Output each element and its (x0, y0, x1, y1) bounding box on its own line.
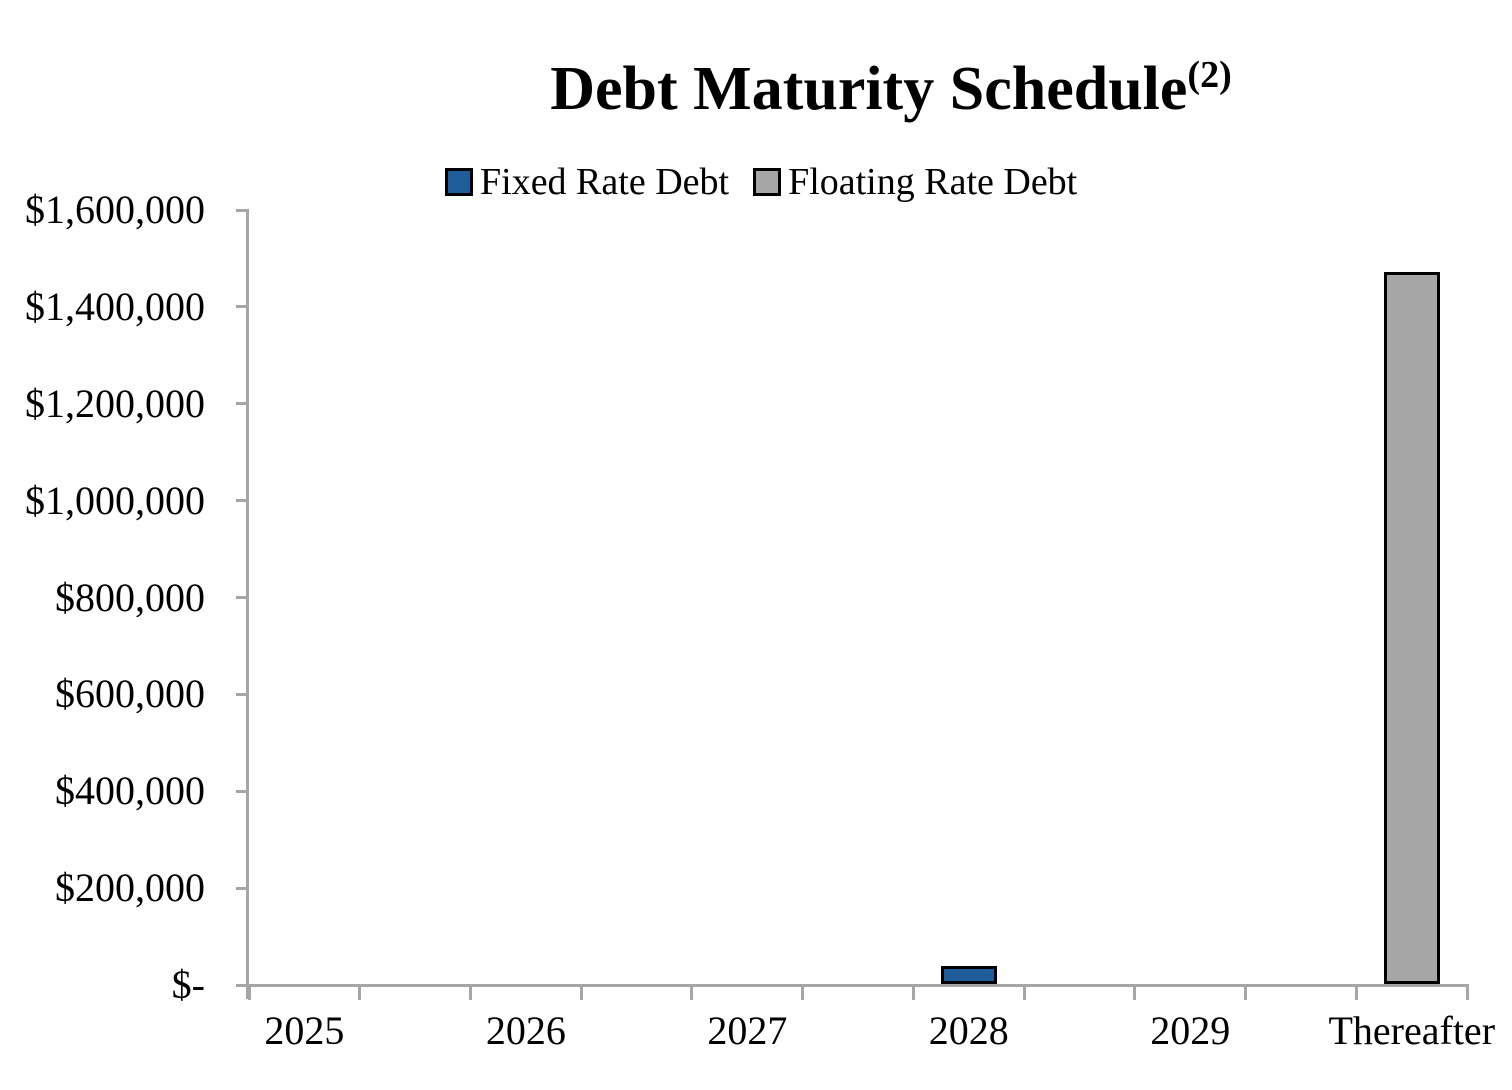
chart-title: Debt Maturity Schedule(2) (271, 42, 1511, 122)
y-axis-tick (236, 305, 249, 309)
y-axis-label: $200,000 (55, 865, 205, 911)
x-axis-tick (1244, 986, 1248, 1000)
x-axis-tick (690, 986, 694, 1000)
chart-title-footnote-marker: (2) (1187, 54, 1232, 96)
y-axis-label: $1,600,000 (25, 187, 205, 232)
y-axis-label: $1,400,000 (25, 283, 205, 329)
x-axis-line (236, 983, 1469, 987)
y-axis-label: $1,000,000 (25, 477, 205, 523)
y-axis-line (246, 210, 249, 999)
y-axis-label: $800,000 (55, 574, 205, 620)
y-axis-label: $- (171, 962, 205, 1007)
x-axis-tick (1354, 986, 1358, 1000)
x-axis-tick (358, 986, 362, 1000)
legend-label-fixed-rate-debt: Fixed Rate Debt (480, 161, 730, 203)
x-axis-tick (579, 986, 583, 1000)
floating-rate-debt-swatch-icon (753, 168, 782, 196)
y-axis-tick (236, 596, 249, 599)
bar-fixed-rate-debt-2028 (940, 966, 997, 984)
x-axis-tick (1465, 986, 1469, 1000)
fixed-rate-debt-swatch-icon (445, 168, 473, 196)
chart-title-text: Debt Maturity Schedule (550, 55, 1188, 123)
x-axis-label-2028: 2028 (928, 1008, 1009, 1053)
x-axis-label-2027: 2027 (707, 1008, 788, 1053)
y-axis-tick (236, 499, 249, 503)
bar-floating-rate-debt-thereafter (1383, 272, 1440, 984)
y-axis-label: $400,000 (55, 768, 205, 814)
legend-item-fixed-rate-debt: Fixed Rate Debt (445, 161, 730, 203)
y-axis-tick (236, 886, 249, 890)
legend-label-floating-rate-debt: Floating Rate Debt (788, 161, 1078, 203)
y-axis-tick (236, 983, 249, 987)
x-axis-tick (247, 986, 251, 1000)
x-axis-tick (911, 986, 915, 1000)
y-axis-tick (236, 789, 249, 793)
y-axis-label: $1,200,000 (25, 380, 205, 426)
y-axis-tick (236, 692, 249, 696)
y-axis-tick (236, 402, 249, 406)
x-axis-tick (468, 986, 472, 1000)
x-axis-label-2025: 2025 (264, 1008, 345, 1053)
x-axis-tick (1022, 986, 1026, 1000)
x-axis-tick (1133, 986, 1137, 1000)
y-axis-label: $600,000 (55, 671, 205, 717)
x-axis-label-2026: 2026 (485, 1008, 566, 1053)
x-axis-label-2029: 2029 (1150, 1008, 1231, 1053)
x-axis-tick (801, 986, 805, 1000)
legend-item-floating-rate-debt: Floating Rate Debt (753, 161, 1078, 203)
x-axis-label-thereafter: Thereafter (1328, 1008, 1496, 1053)
legend: Fixed Rate Debt Floating Rate Debt (445, 161, 1101, 203)
y-axis-tick (236, 208, 249, 212)
